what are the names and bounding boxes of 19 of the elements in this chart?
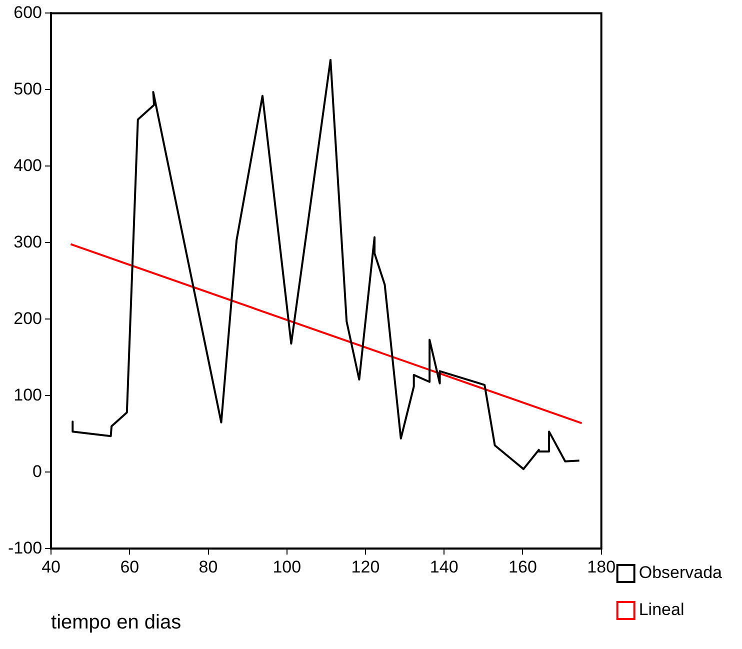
x-tick-label: 80 bbox=[198, 557, 218, 576]
y-tick-label: 500 bbox=[14, 79, 42, 98]
y-tick-label: 200 bbox=[14, 308, 42, 328]
x-tick-label: 40 bbox=[42, 557, 60, 576]
y-tick-label: -100 bbox=[8, 538, 42, 558]
y-tick-label: 600 bbox=[14, 2, 42, 22]
x-tick-label: 60 bbox=[120, 557, 140, 576]
y-tick-label: 300 bbox=[14, 232, 42, 252]
x-tick-label: 100 bbox=[272, 557, 302, 576]
legend-label: Observada bbox=[638, 563, 723, 582]
x-tick-label: 140 bbox=[430, 557, 458, 576]
x-tick-label: 120 bbox=[351, 557, 380, 576]
x-tick-label: 160 bbox=[508, 557, 537, 576]
x-tick-label: 180 bbox=[587, 557, 616, 576]
y-tick-label: 400 bbox=[14, 156, 42, 175]
y-tick-label: 100 bbox=[14, 385, 42, 404]
x-axis-title: tiempo en dias bbox=[51, 612, 182, 634]
legend-label: Lineal bbox=[638, 600, 684, 620]
y-tick-label: 0 bbox=[32, 462, 42, 481]
